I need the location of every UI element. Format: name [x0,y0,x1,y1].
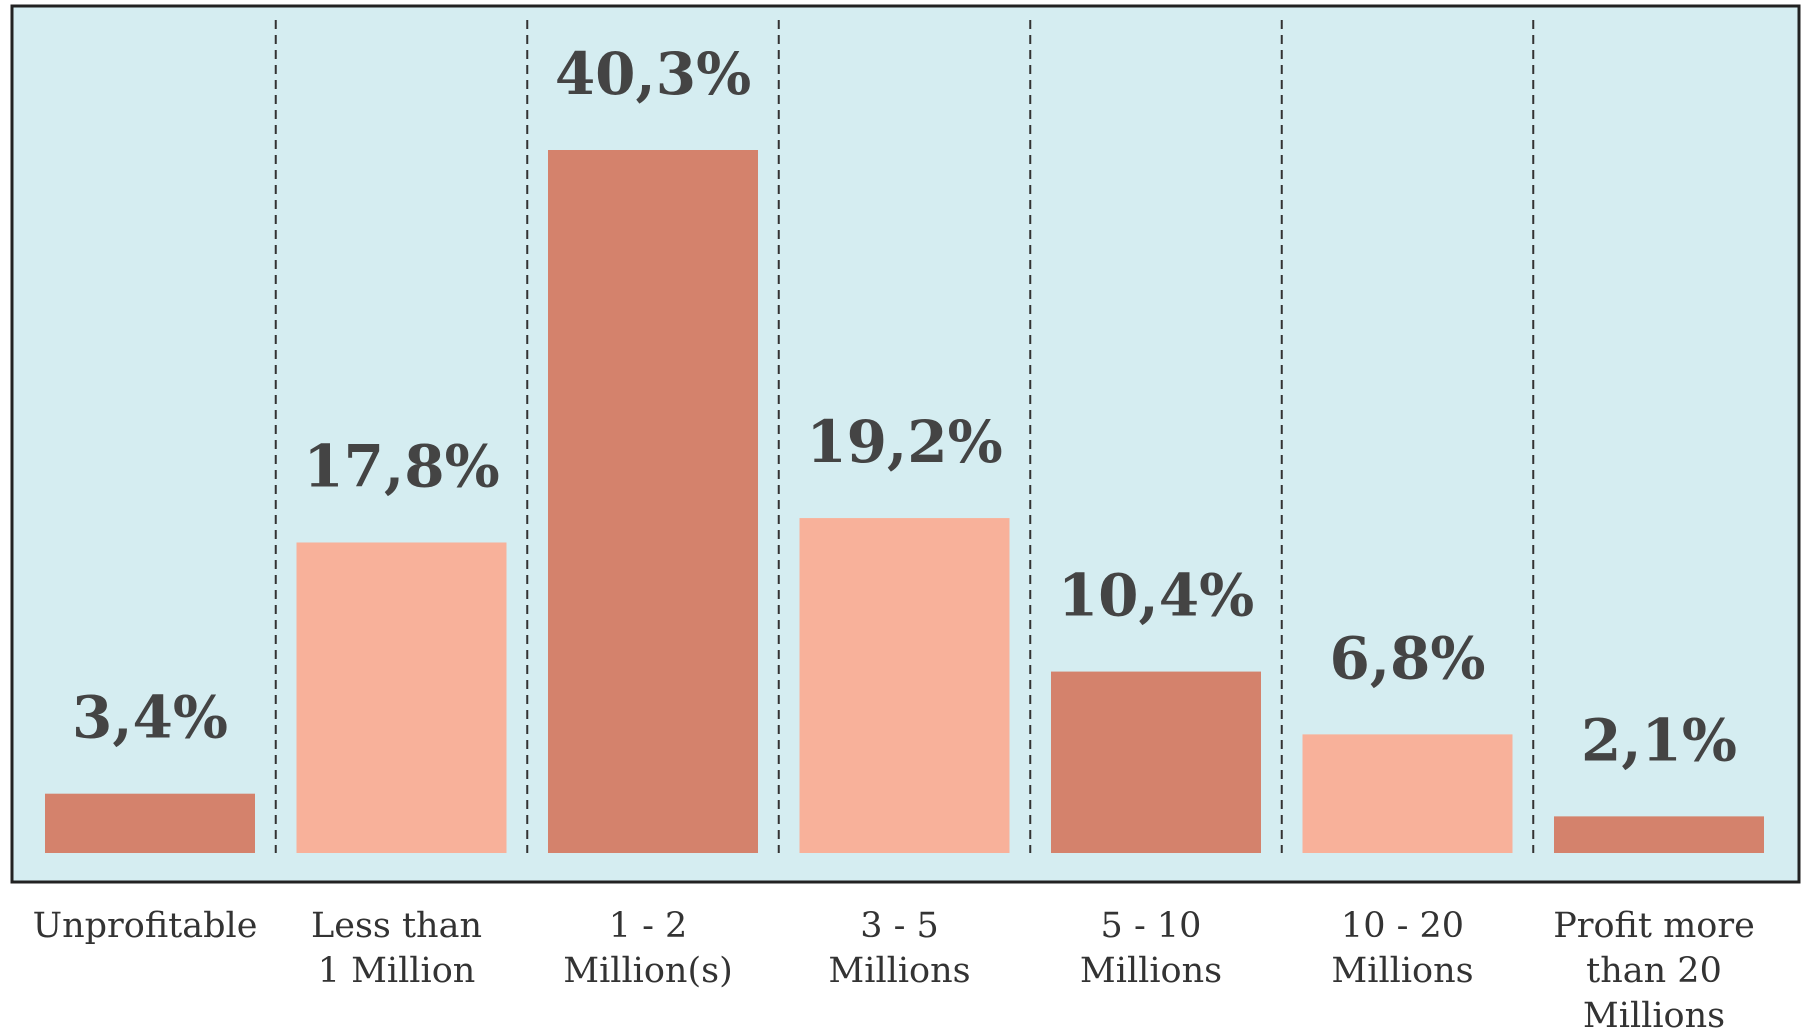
data-label: 2,1% [1581,706,1737,774]
tick-label: Unprofitable [33,906,258,946]
bar [1302,734,1513,853]
data-label: 6,8% [1329,624,1485,692]
bars [45,150,1764,853]
tick-label: 5 - 10 Millions [1080,906,1222,991]
data-label: 40,3% [555,40,751,108]
data-label: 17,8% [303,432,499,500]
bar [548,150,758,853]
value-labels: 3,4% 17,8% 40,3% 19,2% 10,4% 6,8% 2,1% [72,40,1737,774]
bar [799,518,1010,853]
plot-border [10,4,1801,884]
tick-label: 1 - 2 Million(s) [563,906,733,991]
data-label: 3,4% [72,684,228,752]
data-label: 19,2% [806,408,1002,476]
bar [1051,671,1261,853]
tick-label: Less than 1 Million [311,906,482,991]
tick-label: 10 - 20 Millions [1331,906,1473,991]
tick-label: 3 - 5 Millions [828,906,970,991]
bar [296,542,507,853]
data-label: 10,4% [1058,562,1254,630]
bar [45,793,255,853]
tick-label: Profit more than 20 Millions [1553,906,1755,1031]
separator-lines [274,20,1535,853]
category-labels: Unprofitable Less than 1 Million 1 - 2 Milli… [33,906,1755,1031]
bar [1554,816,1764,853]
